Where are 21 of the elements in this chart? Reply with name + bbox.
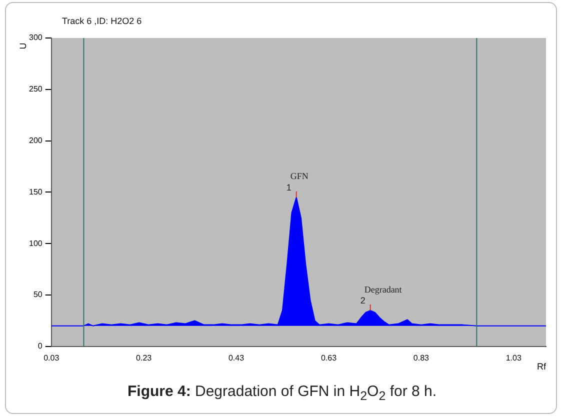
- x-tick-label: 1.03: [506, 353, 522, 362]
- x-tick-label: 0.43: [228, 353, 245, 362]
- caption: Figure 4: Degradation of GFN in H$_{2}$O$_{2}$ for 8 h.: [126, 383, 438, 403]
- y-tick-label: 150: [28, 187, 43, 196]
- x-tick-label: 0.63: [320, 353, 338, 362]
- annotation: Degradant: [364, 284, 402, 294]
- y-tick-label: 50: [33, 290, 43, 300]
- y-tick-label: 300: [28, 33, 43, 42]
- annotation: 2: [360, 295, 366, 306]
- x-tick-label: 0.03: [44, 353, 60, 362]
- annotation: GFN: [290, 171, 309, 182]
- x-tick-label: 0.83: [413, 353, 430, 362]
- y-axis-title: U: [18, 42, 28, 50]
- y-tick-label: 100: [28, 238, 43, 248]
- annotation: 1: [286, 182, 292, 192]
- chart-title: Track 6 ,ID: H2O2 6: [62, 16, 142, 26]
- y-tick-label: 250: [28, 84, 43, 94]
- x-axis-title: Rf: [537, 361, 546, 372]
- y-tick-label: 0: [38, 342, 43, 351]
- y-tick-label: 200: [28, 136, 43, 146]
- x-tick-label: 0.23: [136, 353, 152, 362]
